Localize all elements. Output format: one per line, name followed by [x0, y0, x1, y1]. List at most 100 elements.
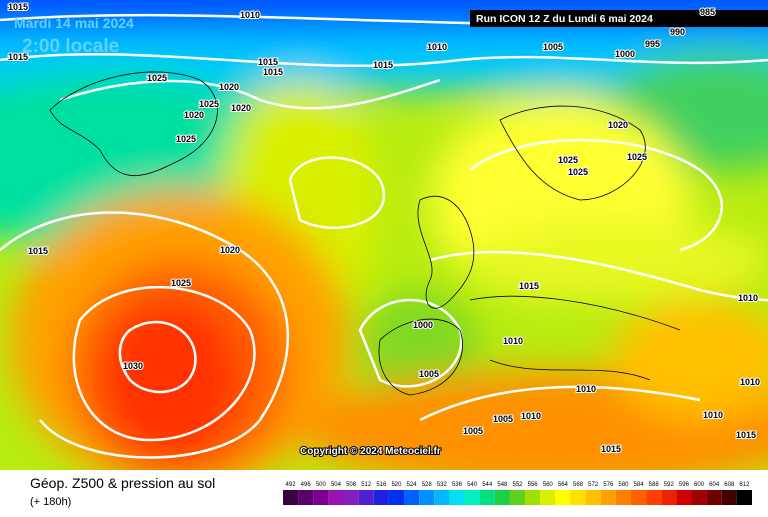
coastlines [49, 71, 681, 396]
legend-label: 492 [286, 482, 297, 488]
isobar-label: 1015 [601, 444, 621, 454]
legend-label: 504 [331, 482, 342, 488]
legend-label: 584 [634, 482, 645, 488]
legend-swatch [328, 490, 344, 505]
isobar-label: 1010 [521, 411, 541, 421]
legend-swatch [525, 490, 541, 505]
isobar-label: 1005 [493, 414, 513, 424]
isobar-label: 1025 [147, 73, 167, 83]
legend-label: 592 [664, 482, 675, 488]
isobar-label: 1010 [703, 410, 723, 420]
legend-swatch [419, 490, 435, 505]
isobar-label: 1000 [615, 49, 635, 59]
isobar-label: 1010 [503, 336, 523, 346]
legend-label: 540 [467, 482, 478, 488]
legend-swatch [373, 490, 389, 505]
legend-label: 608 [724, 482, 735, 488]
legend-label: 604 [709, 482, 720, 488]
legend-swatch [540, 490, 556, 505]
copyright: Copyright © 2024 Meteociel.fr [300, 446, 441, 457]
legend-swatch [676, 490, 692, 505]
legend-label: 600 [694, 482, 705, 488]
legend-swatch [283, 490, 299, 505]
isobar-label: 1010 [240, 10, 260, 20]
isobar-label: 1015 [258, 57, 278, 67]
legend-swatch [434, 490, 450, 505]
isobar-label: 990 [670, 27, 685, 37]
legend-label: 516 [376, 482, 387, 488]
local-time: 2:00 locale [22, 36, 119, 57]
isobar-label: 1015 [8, 2, 28, 12]
isobar-label: 1010 [738, 293, 758, 303]
legend-swatch [494, 490, 510, 505]
isobar-label: 1005 [463, 426, 483, 436]
run-box [470, 10, 768, 27]
legend-swatch [646, 490, 662, 505]
legend-label: 612 [739, 482, 750, 488]
isobar-label: 1025 [199, 99, 219, 109]
isobar-label: 1000 [413, 320, 433, 330]
legend-swatch [479, 490, 495, 505]
isobar-label: 1010 [576, 384, 596, 394]
legend-swatch [313, 490, 329, 505]
legend-label: 596 [679, 482, 690, 488]
legend-swatch [706, 490, 722, 505]
isobar-label: 995 [645, 39, 660, 49]
legend-label: 580 [618, 482, 629, 488]
legend-label: 508 [346, 482, 357, 488]
map-field [0, 0, 768, 470]
legend-label: 576 [603, 482, 614, 488]
isobar-label: 1020 [184, 110, 204, 120]
isobar-label: 1015 [263, 67, 283, 77]
isobar-label: 1005 [543, 42, 563, 52]
legend-label: 532 [437, 482, 448, 488]
legend-label: 564 [558, 482, 569, 488]
isobar-label: 1025 [176, 134, 196, 144]
isobar-label: 1025 [171, 278, 191, 288]
legend-label: 524 [407, 482, 418, 488]
isobar-label: 1025 [568, 167, 588, 177]
legend-label: 560 [543, 482, 554, 488]
isobar-label: 1030 [123, 361, 143, 371]
legend-label: 556 [528, 482, 539, 488]
legend-swatch [449, 490, 465, 505]
isobar-label: 1010 [427, 42, 447, 52]
isobar-label: 1015 [519, 281, 539, 291]
legend-swatch [630, 490, 647, 505]
footer-title: Géop. Z500 & pression au sol [30, 475, 215, 491]
legend-label: 536 [452, 482, 463, 488]
legend-swatch [736, 490, 752, 505]
date: Mardi 14 mai 2024 [14, 15, 134, 31]
legend-swatch [691, 490, 707, 505]
footer-subtitle: (+ 180h) [30, 496, 71, 508]
isobar-label: 1015 [28, 246, 48, 256]
legend-swatch [570, 490, 586, 505]
color-legend: 492 496 500 504 508 512 516 520 524 528 532 536 540 5… [283, 482, 752, 505]
legend-swatch [464, 490, 480, 505]
legend-swatch [600, 490, 616, 505]
isobar-label: 1025 [558, 155, 578, 165]
legend-label: 552 [512, 482, 523, 488]
legend-label: 588 [649, 482, 660, 488]
legend-label: 496 [301, 482, 312, 488]
legend-swatch [721, 490, 737, 505]
isobar-label: 1015 [373, 60, 393, 70]
isobar-label: 1020 [231, 103, 251, 113]
isobar-label: 1020 [608, 120, 628, 130]
legend-label: 572 [588, 482, 599, 488]
legend-swatch [555, 490, 571, 505]
legend-label: 500 [316, 482, 327, 488]
legend-swatch [404, 490, 420, 505]
isobar-labels: 1015 1010 1010 1005 1000 995 990 985 1015 1025 101… [7, 1, 761, 455]
isobar-label: 1010 [740, 377, 760, 387]
isobar-label: 1020 [219, 82, 239, 92]
legend-label: 512 [361, 482, 372, 488]
run-info: Run ICON 12 Z du Lundi 6 mai 2024 [476, 13, 653, 25]
legend-swatch [298, 490, 314, 505]
isobar-label: 1005 [419, 369, 439, 379]
isobar-label: 1020 [220, 245, 240, 255]
legend-swatch [615, 490, 631, 505]
legend-label: 528 [422, 482, 433, 488]
legend-swatch [388, 490, 405, 505]
